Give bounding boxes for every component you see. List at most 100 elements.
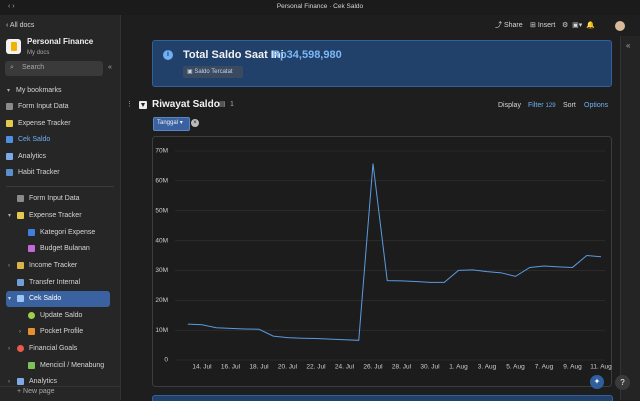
page-icon: [6, 153, 13, 160]
search-icon: ⌕: [10, 64, 14, 71]
page-item[interactable]: Mencicil / Menabung: [40, 362, 105, 369]
new-page-button[interactable]: + New page: [17, 388, 55, 395]
caret: ›: [8, 379, 10, 385]
collapse-icon[interactable]: «: [108, 64, 112, 71]
section-title: Riwayat Saldo: [152, 99, 220, 110]
x-tick-label: 26. Jul: [363, 364, 383, 371]
expand-icon[interactable]: «: [626, 41, 631, 50]
chip-label: Tanggal: [157, 120, 179, 126]
insert-button[interactable]: ⊞ Insert: [530, 22, 556, 29]
sidebar: [0, 15, 121, 400]
view-count: 1: [230, 101, 234, 108]
avatar[interactable]: [615, 21, 625, 31]
banner-title: Total Saldo Saat Ini: [183, 49, 284, 61]
filter-count: 129: [545, 103, 556, 109]
y-tick-label: 20M: [155, 297, 168, 304]
banner-amount: Rp34,598,980: [272, 49, 342, 61]
selected-highlight: [6, 291, 110, 307]
page-item[interactable]: Income Tracker: [29, 262, 78, 269]
x-tick-label: 7. Aug: [535, 364, 554, 371]
y-tick-label: 40M: [155, 237, 168, 244]
chart-frame: [152, 136, 612, 387]
page-icon: [17, 195, 24, 202]
x-tick-label: 11. Aug: [590, 364, 612, 371]
line: [187, 163, 602, 341]
bookmark[interactable]: Form Input Data: [18, 103, 69, 110]
x-tick-label: 24. Jul: [335, 364, 355, 371]
y-tick-label: 70M: [155, 148, 168, 155]
y-tick-label: 60M: [155, 178, 168, 185]
filter-text: Filter: [528, 102, 544, 109]
doc-subtitle: My docs: [27, 50, 50, 56]
back-link[interactable]: ‹ All docs: [6, 22, 35, 29]
banner-chip[interactable]: [183, 66, 243, 78]
filter-button[interactable]: Filter 129: [528, 101, 556, 111]
right-rail: [620, 36, 640, 400]
page-icon: [17, 295, 24, 302]
clear-filter[interactable]: ×: [191, 119, 199, 127]
caret: ›: [8, 263, 10, 269]
bookmark[interactable]: Habit Tracker: [18, 169, 60, 176]
page-item[interactable]: Pocket Profile: [40, 328, 84, 335]
ai-button[interactable]: ✦: [590, 375, 604, 389]
page-icon: [17, 378, 24, 385]
x-tick-label: 30. Jul: [420, 364, 440, 371]
bookmark[interactable]: Analytics: [18, 153, 47, 160]
window-title: Personal Finance · Cek Saldo: [276, 3, 364, 10]
page-icon: [28, 312, 35, 319]
toolbar-icons[interactable]: ⚙ ▣▾ 🔔: [562, 22, 595, 29]
x-tick-label: 9. Aug: [563, 364, 582, 371]
page-item-selected[interactable]: Cek Saldo: [29, 295, 62, 302]
page-item[interactable]: Transfer Internal: [29, 279, 81, 286]
search-box[interactable]: [5, 61, 103, 76]
caret: ›: [8, 346, 10, 352]
page-item[interactable]: Financial Goals: [29, 345, 78, 352]
x-tick-label: 22. Jul: [306, 364, 326, 371]
page-item[interactable]: Update Saldo: [40, 312, 83, 319]
page-icon: [6, 103, 13, 110]
display-button[interactable]: Display: [498, 102, 521, 109]
page-icon: [17, 345, 24, 352]
options-button[interactable]: Options: [584, 102, 609, 109]
x-tick-label: 16. Jul: [221, 364, 241, 371]
bookmarks-heading[interactable]: My bookmarks: [16, 87, 62, 94]
share-text: Share: [503, 22, 523, 29]
caret: ▾: [8, 296, 12, 302]
page-icon: [28, 362, 35, 369]
filter-chip-text: Tanggal ▾: [157, 120, 183, 126]
page-icon: [6, 169, 13, 176]
chip-label: Saldo Tercatat: [194, 69, 233, 75]
top-bar: [0, 0, 640, 15]
page-item[interactable]: Analytics: [29, 378, 58, 385]
sort-button[interactable]: Sort: [563, 102, 576, 109]
filter-chip[interactable]: [153, 117, 190, 131]
bookmark[interactable]: Expense Tracker: [18, 120, 71, 127]
page-icon: [28, 245, 35, 252]
x-tick-label: 28. Jul: [392, 364, 412, 371]
insert-text: Insert: [537, 22, 556, 29]
page-icon: [6, 136, 13, 143]
y-tick-label: 0: [164, 357, 168, 364]
banner: [152, 40, 612, 87]
back-text: All docs: [9, 22, 35, 29]
collapse-box[interactable]: [139, 101, 147, 109]
search-placeholder: Search: [22, 64, 45, 71]
view-icon: ▤: [219, 101, 226, 108]
bookmark[interactable]: Cek Saldo: [18, 136, 51, 143]
next-banner: [152, 395, 613, 401]
page-item[interactable]: Kategori Expense: [40, 229, 96, 236]
page-item[interactable]: Expense Tracker: [29, 212, 82, 219]
drag-handle[interactable]: ⋮: [126, 101, 133, 108]
page-item[interactable]: Form Input Data: [29, 195, 80, 202]
help-button[interactable]: ?: [615, 375, 630, 390]
sidebar-footer: [0, 386, 120, 401]
doc-logo: [6, 39, 21, 54]
new-page-text: New page: [23, 388, 55, 395]
divider: [6, 186, 114, 187]
page-item[interactable]: Budget Bulanan: [40, 245, 90, 252]
nav-arrows[interactable]: ‹ ›: [8, 3, 15, 10]
caret: ›: [19, 329, 21, 335]
x-tick-label: 5. Aug: [506, 364, 525, 371]
y-tick-label: 50M: [155, 207, 168, 214]
share-button[interactable]: ⤴ Share: [495, 22, 523, 29]
